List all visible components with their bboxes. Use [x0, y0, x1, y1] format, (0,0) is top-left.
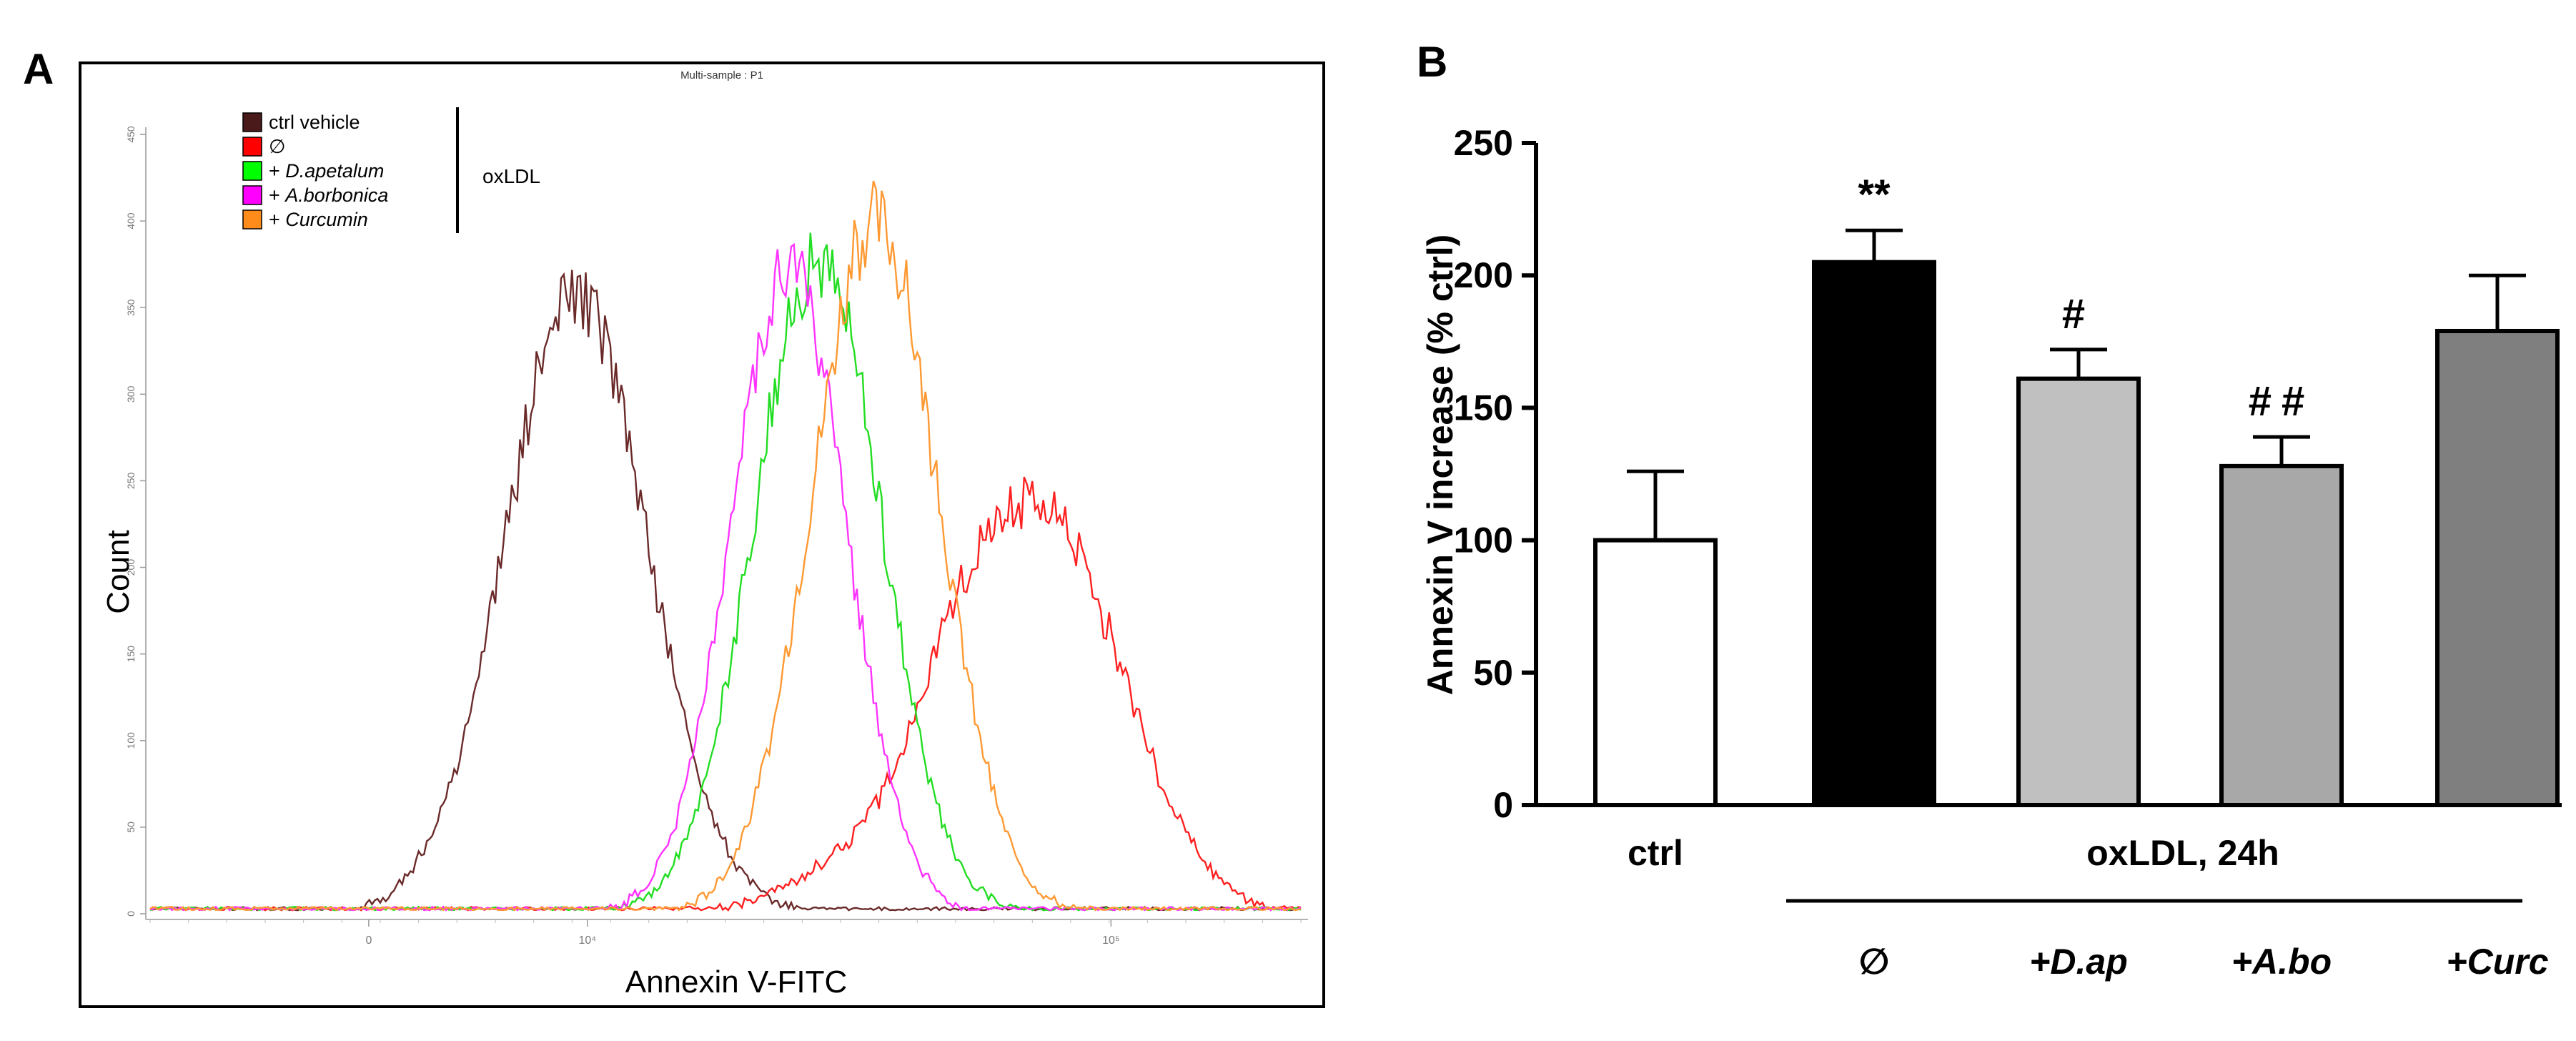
- ctrl-category-label: ctrl: [1628, 833, 1683, 873]
- legend-label: ∅: [269, 136, 286, 157]
- legend-swatch: [242, 112, 262, 132]
- histogram-frame: [79, 61, 1325, 1008]
- legend-label: + Curcumin: [269, 209, 368, 230]
- panel-b-letter: B: [1417, 38, 1448, 86]
- panel-a-letter: A: [23, 45, 54, 93]
- annexin-bar-chart-panel: Annexin V increase (% ctrl) 0 50 100 150 200…: [1425, 123, 2562, 982]
- histogram-x-tick-label: 10⁴: [578, 934, 596, 947]
- bar-category-label: ∅: [1859, 942, 1890, 982]
- flow-histogram-panel: Multi-sample : P1 0 50 100 150 200 250 300 350 4…: [79, 61, 1325, 1008]
- bar-y-tick-label: 200: [1454, 255, 1513, 295]
- group-label: oxLDL, 24h: [2086, 833, 2279, 873]
- legend-swatch: [242, 161, 262, 181]
- bar-y-tick-label: 100: [1454, 520, 1513, 561]
- legend-label-name: D.apetalum: [285, 160, 384, 182]
- histogram-y-axis: 0 50 100 150 200 250 300 350 400 450: [125, 126, 147, 919]
- bar-y-tick-label: 150: [1454, 388, 1513, 428]
- histogram-x-axis: 0 10⁴ 10⁵: [146, 919, 1308, 947]
- bar: [2016, 376, 2141, 807]
- histogram-y-tick-label: 300: [125, 385, 137, 403]
- histogram-y-tick-label: 0: [125, 911, 137, 917]
- bar-y-tick-label: 0: [1493, 785, 1513, 825]
- bar: [2219, 463, 2344, 807]
- histogram-curve-1: [149, 476, 1302, 912]
- bar-series: **###: [1593, 172, 2560, 807]
- legend-label-prefix: +: [269, 209, 285, 230]
- bar: [1593, 538, 1718, 807]
- bar-category-label: +D.ap: [2029, 942, 2128, 982]
- legend-label-name: ∅: [269, 136, 286, 157]
- histogram-y-tick-label: 200: [125, 559, 137, 576]
- histogram-y-tick-label: 250: [125, 473, 137, 490]
- histogram-title: Multi-sample : P1: [680, 69, 763, 82]
- histogram-legend: ctrl vehicle∅+ D.apetalum+ A.borbonica+ …: [242, 107, 540, 233]
- significance-label: **: [1858, 172, 1891, 218]
- histogram-x-tick-label: 10⁵: [1102, 934, 1119, 947]
- bar-x-axis: ctrl oxLDL, 24h ∅ +D.ap +A.bo +Curc: [1628, 833, 2549, 982]
- histogram-y-tick-label: 450: [125, 126, 137, 143]
- bar-y-tick-label: 250: [1454, 123, 1513, 163]
- histogram-y-tick-label: 100: [125, 732, 137, 749]
- legend-label-name: Curcumin: [285, 209, 368, 230]
- legend-label: + A.borbonica: [269, 184, 388, 206]
- legend-label: + D.apetalum: [269, 160, 384, 182]
- histogram-x-tick-label: 0: [365, 934, 372, 947]
- histogram-curve-4: [149, 180, 1302, 912]
- histogram-y-tick-label: 150: [125, 646, 137, 663]
- histogram-y-tick-label: 350: [125, 299, 137, 316]
- bar-category-label: +Curc: [2446, 942, 2548, 982]
- legend-label: ctrl vehicle: [269, 112, 360, 133]
- legend-label-name: ctrl vehicle: [269, 112, 360, 133]
- histogram-y-label: Count: [101, 530, 136, 613]
- legend-label-name: A.borbonica: [284, 184, 388, 206]
- bar: [2435, 328, 2560, 807]
- legend-label-prefix: +: [269, 160, 285, 182]
- legend-label-prefix: +: [269, 184, 285, 206]
- significance-label: ##: [2249, 378, 2315, 425]
- histogram-x-label: Annexin V-FITC: [625, 964, 848, 1000]
- bar-category-label: +A.bo: [2231, 942, 2332, 982]
- histogram-curves: [149, 180, 1302, 912]
- bar-y-tick-label: 50: [1473, 653, 1513, 693]
- legend-swatch: [242, 137, 262, 157]
- legend-swatch: [242, 185, 262, 205]
- histogram-y-tick-label: 400: [125, 212, 137, 230]
- legend-swatch: [242, 209, 262, 230]
- significance-label: #: [2062, 291, 2095, 337]
- legend-bracket-label: oxLDL: [482, 165, 540, 187]
- bar: [1812, 260, 1936, 807]
- histogram-y-tick-label: 50: [125, 822, 137, 833]
- bar-y-label: Annexin V increase (% ctrl): [1425, 235, 1460, 696]
